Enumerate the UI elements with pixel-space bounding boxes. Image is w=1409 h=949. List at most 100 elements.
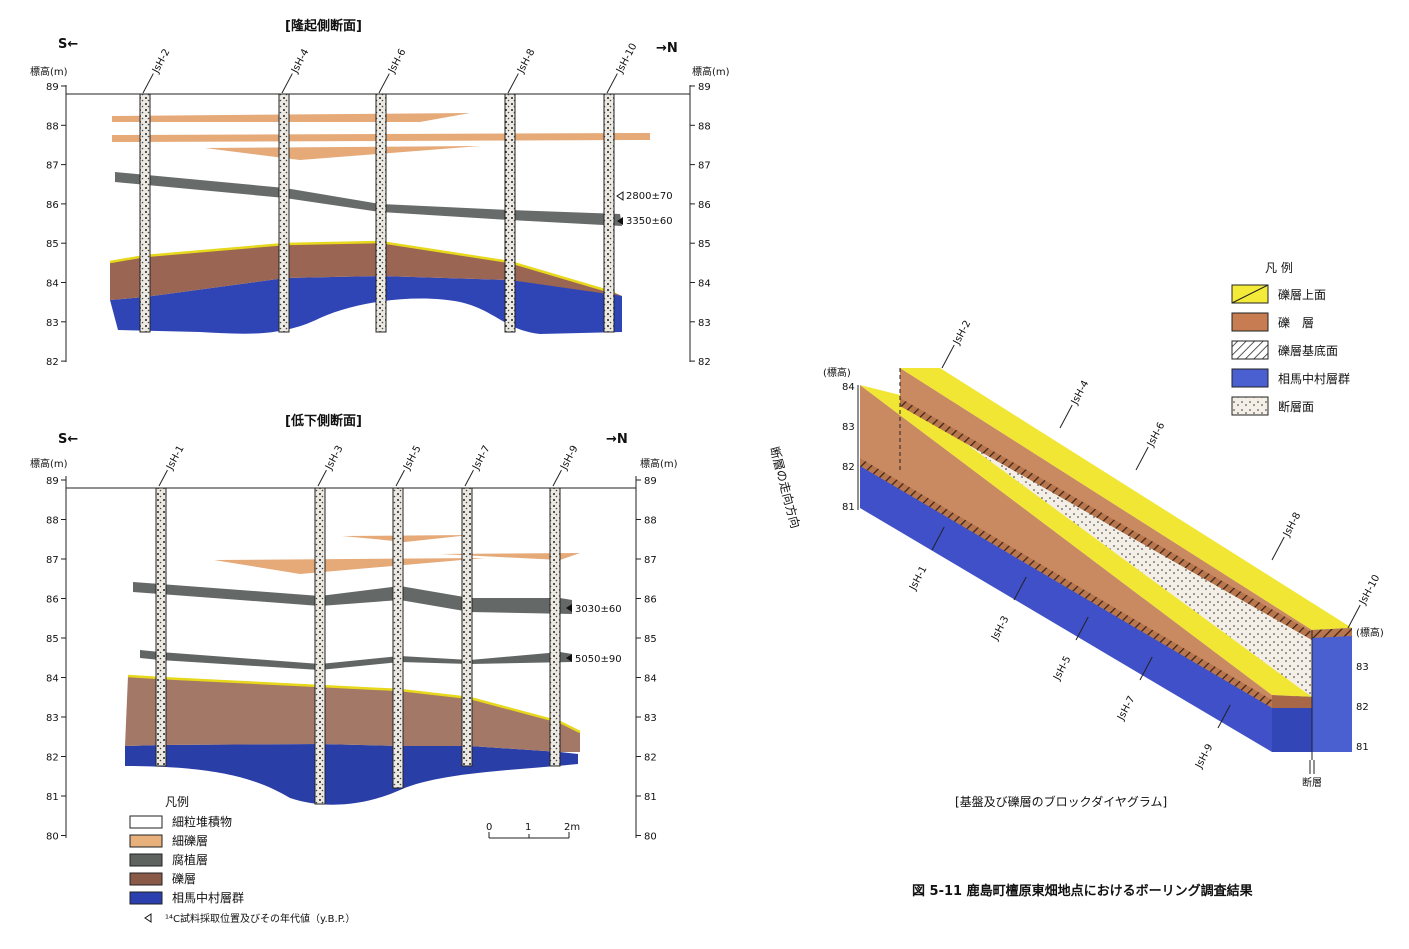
elevation-tick-label: 87 xyxy=(46,161,59,172)
label-jsh-5: JsH-5 xyxy=(401,444,423,473)
upper-bedrock xyxy=(110,276,622,334)
block-label-jsh-10: JsH-10 xyxy=(1357,573,1382,607)
block-lower-gravel-end xyxy=(1272,695,1312,708)
legend-right: 凡 例 礫層上面 礫 層 礫層基底面 相馬中村層群 断層面 xyxy=(1231,261,1350,416)
label-jsh-6: JsH-6 xyxy=(386,47,408,76)
sample-marker-icon xyxy=(617,217,623,225)
upper-section: [隆起側断面] S← →N 標高(m) 標高(m) 89 89 88 88 87 87 86… xyxy=(30,18,730,368)
block-lower-bedrock-front xyxy=(860,462,1272,752)
block-upper-end-gravel xyxy=(1312,628,1352,638)
elevation-tick-label: 86 xyxy=(46,595,59,606)
legend-swatch-gravel-layer xyxy=(1231,312,1269,332)
upper-gravel xyxy=(110,242,622,300)
elevation-tick-label: 85 xyxy=(46,239,59,250)
elevation-tick-label: 83 xyxy=(644,713,657,724)
upper-fine-gravel-1 xyxy=(112,113,470,122)
scale-two: 2m xyxy=(564,822,580,833)
lower-bedrock xyxy=(125,744,578,805)
block-label-jsh-1: JsH-1 xyxy=(907,564,929,593)
label-jsh-1: JsH-1 xyxy=(164,444,186,473)
legend-right-title: 凡 例 xyxy=(1265,261,1293,275)
lower-humus-1 xyxy=(133,582,572,614)
label-jsh-2: JsH-2 xyxy=(150,47,172,76)
elevation-tick-label: 89 xyxy=(46,476,59,487)
upper-gravel-top xyxy=(109,240,616,295)
elevation-tick-label: 81 xyxy=(644,792,657,803)
block-left-tick-83: 83 xyxy=(842,422,855,433)
label-jsh-3: JsH-3 xyxy=(323,444,345,473)
block-label-jsh-7: JsH-7 xyxy=(1115,694,1137,723)
upper-date-2: 3350±60 xyxy=(626,216,673,227)
lower-title: [低下側断面] xyxy=(285,413,362,429)
scale-one: 1 xyxy=(525,822,531,833)
block-upper-gravel-base xyxy=(900,398,1312,640)
upper-title: [隆起側断面] xyxy=(285,18,362,34)
block-label-jsh-2: JsH-2 xyxy=(951,319,973,348)
elevation-tick-label: 82 xyxy=(644,753,657,764)
block-right-tick-82: 82 xyxy=(1356,702,1369,713)
legend-swatch-fine xyxy=(129,815,163,829)
borehole-jsh-10 xyxy=(603,93,615,333)
block-left-tick-84: 84 xyxy=(842,382,855,393)
elevation-tick-label: 85 xyxy=(644,634,657,645)
lower-humus-2 xyxy=(140,650,572,670)
legend-item-fine-gravel: 細礫層 xyxy=(172,833,208,848)
legend-left-note: ¹⁴C試料採取位置及びその年代値（y.B.P.） xyxy=(165,912,355,925)
block-upper-gravel-side xyxy=(900,368,1312,640)
elevation-tick-label: 87 xyxy=(698,161,711,172)
block-left-tick-82: 82 xyxy=(842,462,855,473)
legend-left: 凡例 細粒堆積物 細礫層 腐植層 礫層 相馬中村層群 ¹⁴C試料採取位置及びその… xyxy=(129,795,355,925)
elevation-tick-label: 88 xyxy=(644,516,657,527)
legend-item-gravel-top: 礫層上面 xyxy=(1278,287,1326,302)
elevation-tick-label: 82 xyxy=(698,357,711,368)
block-left-scale-title: (標高) xyxy=(823,366,851,379)
lower-elev-label-left: 標高(m) xyxy=(30,457,68,470)
label-jsh-9: JsH-9 xyxy=(558,444,580,473)
lower-boreholes xyxy=(155,487,561,805)
legend-item-bedrock-group: 相馬中村層群 xyxy=(1278,371,1350,386)
elevation-tick-label: 86 xyxy=(46,200,59,211)
scale-zero: 0 xyxy=(486,822,492,833)
label-jsh-10: JsH-10 xyxy=(614,42,639,76)
upper-ticks: 89 89 88 88 87 87 86 86 85 85 84 84 83 83 82 82 xyxy=(46,82,711,368)
legend-item-gravel-layer: 礫 層 xyxy=(1278,315,1314,330)
elevation-tick-label: 84 xyxy=(644,674,657,685)
elevation-tick-label: 87 xyxy=(46,555,59,566)
label-jsh-8: JsH-8 xyxy=(515,47,537,76)
elevation-tick-label: 84 xyxy=(46,674,59,685)
elevation-tick-label: 88 xyxy=(46,516,59,527)
legend-item-gravel-base: 礫層基底面 xyxy=(1278,343,1338,358)
elevation-tick-label: 84 xyxy=(46,279,59,290)
lower-fine-gravel-3 xyxy=(440,553,580,560)
block-right-tick-81: 81 xyxy=(1356,742,1369,753)
lower-date-2: 5050±90 xyxy=(575,654,622,665)
block-upper-end xyxy=(1312,628,1352,752)
borehole-jsh-6 xyxy=(375,93,387,333)
elevation-tick-label: 81 xyxy=(46,792,59,803)
elevation-tick-label: 83 xyxy=(698,318,711,329)
upper-humus xyxy=(115,172,622,226)
elevation-tick-label: 89 xyxy=(644,476,657,487)
block-label-jsh-4: JsH-4 xyxy=(1069,379,1091,408)
sample-marker-icon xyxy=(144,913,152,923)
borehole-jsh-8 xyxy=(504,93,516,333)
legend-swatch-fine-gravel xyxy=(129,834,163,848)
legend-swatch-gravel-top-line xyxy=(1231,284,1269,304)
elevation-tick-label: 86 xyxy=(698,200,711,211)
elevation-tick-label: 85 xyxy=(46,634,59,645)
label-jsh-7: JsH-7 xyxy=(470,444,492,473)
elevation-tick-label: 88 xyxy=(698,121,711,132)
borehole-jsh-3 xyxy=(314,487,326,805)
sample-marker-icon xyxy=(566,654,572,662)
elevation-tick-label: 82 xyxy=(46,357,59,368)
legend-swatch-bedrock xyxy=(129,891,163,905)
upper-south-label: S← xyxy=(58,37,78,52)
borehole-jsh-9 xyxy=(549,487,561,767)
upper-fine-gravel-3 xyxy=(205,146,480,160)
legend-item-gravel: 礫層 xyxy=(172,871,196,886)
lower-date-1: 3030±60 xyxy=(575,604,622,615)
upper-north-label: →N xyxy=(656,41,678,56)
block-diagram: (標高) 84 83 82 81 (標高) 83 82 81 断層の走向方向 断… xyxy=(767,319,1384,809)
upper-elev-label-left: 標高(m) xyxy=(30,65,68,78)
